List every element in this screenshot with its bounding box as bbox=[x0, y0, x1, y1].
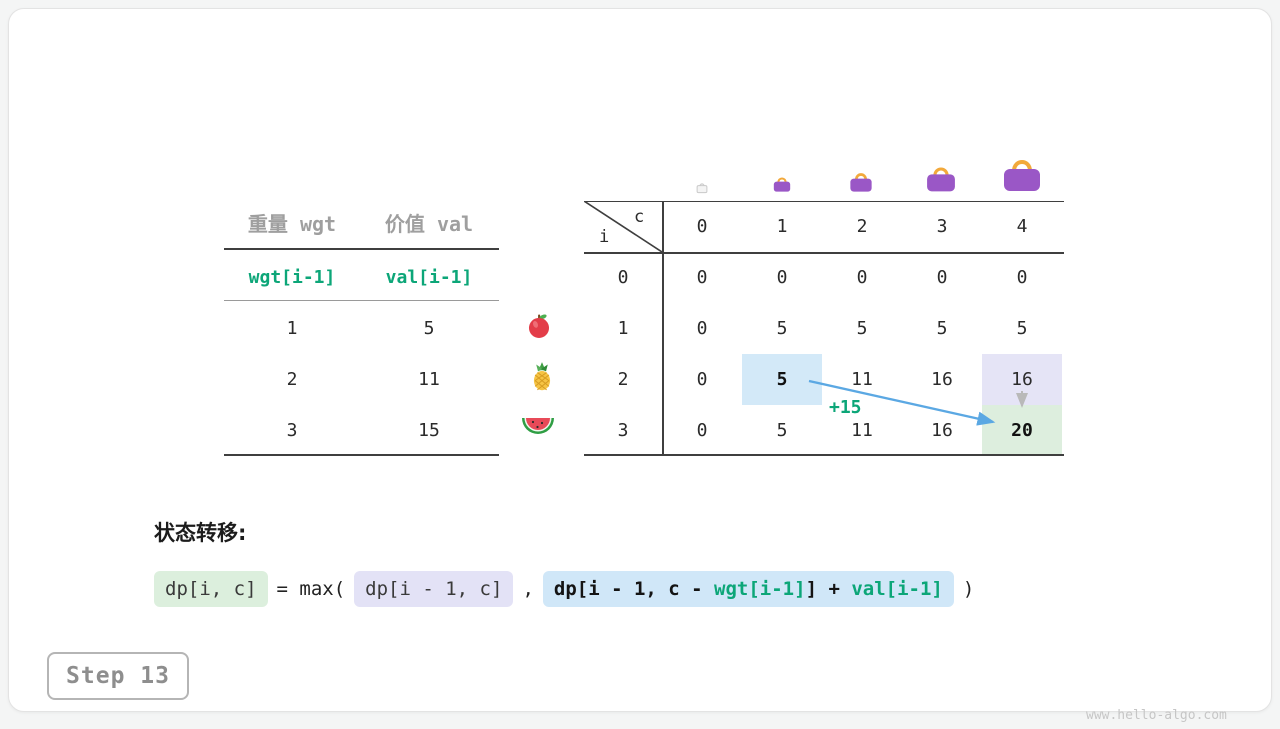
values-cell: 15 bbox=[418, 420, 440, 441]
weights-cell: 3 bbox=[286, 420, 298, 441]
dp-cell: 0 bbox=[696, 369, 708, 390]
watermelon-icon bbox=[521, 415, 555, 441]
dp-col-header: 3 bbox=[936, 216, 948, 237]
pineapple-icon bbox=[528, 361, 556, 395]
dp-cell-source: 5 bbox=[776, 369, 788, 390]
dp-cell: 0 bbox=[1016, 267, 1028, 288]
values-cell: 5 bbox=[423, 318, 435, 339]
table-divider bbox=[584, 454, 1064, 456]
table-divider bbox=[662, 201, 664, 456]
table-divider bbox=[584, 201, 1064, 202]
dp-cell: 5 bbox=[776, 420, 788, 441]
dp-row-label: 1 bbox=[617, 318, 629, 339]
values-cell: 11 bbox=[418, 369, 440, 390]
dp-row-label: 0 bbox=[617, 267, 629, 288]
formula-lhs-chip: dp[i, c] bbox=[154, 571, 268, 607]
dp-cell: 5 bbox=[856, 318, 868, 339]
formula-take-prefix: dp[i - 1, c - bbox=[553, 578, 715, 600]
formula-take-chip: dp[i - 1, c - wgt[i-1]] + val[i-1] bbox=[542, 571, 954, 607]
watermark: www.hello-algo.com bbox=[1086, 708, 1227, 723]
dp-cell-result: 20 bbox=[1011, 420, 1033, 441]
formula-take-wgt: wgt[i-1] bbox=[714, 578, 806, 600]
dp-cell: 0 bbox=[696, 420, 708, 441]
figure-card: 重量 wgt 价值 val wgt[i-1] val[i-1] 1 5 2 11… bbox=[8, 8, 1272, 723]
table-divider bbox=[224, 248, 499, 250]
formula-close-paren: ) bbox=[962, 578, 975, 600]
weights-cell: 2 bbox=[286, 369, 298, 390]
formula-keep-chip: dp[i - 1, c] bbox=[354, 571, 514, 607]
apple-icon bbox=[525, 311, 553, 343]
formula-separator: , bbox=[522, 578, 534, 600]
formula-take-mid: ] + bbox=[805, 578, 852, 600]
dp-col-header: 4 bbox=[1016, 216, 1028, 237]
weights-header-val: 价值 val bbox=[384, 212, 474, 236]
table-divider bbox=[584, 252, 1064, 254]
formula-take-val: val[i-1] bbox=[851, 578, 943, 600]
dp-cell: 0 bbox=[696, 267, 708, 288]
dp-cell: 5 bbox=[1016, 318, 1028, 339]
dp-cell: 0 bbox=[696, 318, 708, 339]
corner-diagonal-line bbox=[584, 201, 662, 252]
var-label-val: val[i-1] bbox=[385, 267, 473, 288]
bag-capacity-1-icon bbox=[772, 174, 792, 197]
dp-row-label: 2 bbox=[617, 369, 629, 390]
dp-cell: 5 bbox=[776, 318, 788, 339]
var-label-wgt: wgt[i-1] bbox=[248, 267, 336, 288]
step-indicator: Step 13 bbox=[47, 652, 189, 700]
bag-capacity-3-icon bbox=[924, 162, 958, 197]
corner-row-label: i bbox=[599, 227, 610, 247]
state-transition-formula: dp[i, c] = max( dp[i - 1, c] , dp[i - 1,… bbox=[154, 571, 974, 607]
bag-capacity-4-icon bbox=[1000, 153, 1044, 197]
dp-col-header: 0 bbox=[696, 216, 708, 237]
table-divider bbox=[224, 454, 499, 456]
weights-header-wgt: 重量 wgt bbox=[247, 212, 337, 236]
table-divider bbox=[224, 300, 499, 301]
dp-cell-highlight-source bbox=[742, 354, 822, 405]
dp-col-header: 1 bbox=[776, 216, 788, 237]
weights-cell: 1 bbox=[286, 318, 298, 339]
step-label: Step 13 bbox=[66, 663, 170, 689]
formula-equals: = max( bbox=[276, 578, 346, 600]
dp-table: c i 0 1 2 3 4 0 1 2 3 0 0 0 0 0 0 5 5 5 … bbox=[584, 201, 1064, 456]
dp-cell: 0 bbox=[776, 267, 788, 288]
corner-col-label: c bbox=[634, 207, 645, 227]
dp-cell-keep: 16 bbox=[1011, 369, 1033, 390]
bag-capacity-2-icon bbox=[848, 169, 874, 197]
bag-capacity-0-icon bbox=[695, 179, 709, 198]
dp-col-header: 2 bbox=[856, 216, 868, 237]
dp-cell: 5 bbox=[936, 318, 948, 339]
dp-cell: 0 bbox=[936, 267, 948, 288]
dp-cell: 11 bbox=[851, 420, 873, 441]
dp-cell: 16 bbox=[931, 420, 953, 441]
dp-cell: 11 bbox=[851, 369, 873, 390]
dp-cell: 0 bbox=[856, 267, 868, 288]
section-heading: 状态转移: bbox=[154, 521, 247, 545]
dp-cell: 16 bbox=[931, 369, 953, 390]
dp-row-label: 3 bbox=[617, 420, 629, 441]
transition-value-annotation: +15 bbox=[829, 397, 862, 418]
